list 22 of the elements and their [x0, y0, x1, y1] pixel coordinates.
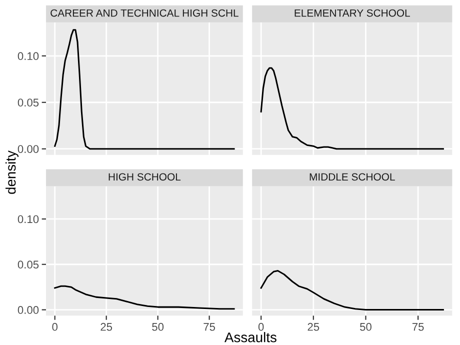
x-tick-label: 50 [152, 322, 164, 331]
y-tick-label: 0.05 [18, 98, 39, 107]
chart-title: ELEMENTARY SCHOOL [294, 9, 410, 17]
x-tick-label: 50 [360, 322, 372, 331]
line-series [54, 29, 235, 150]
x-tick-label: 75 [204, 323, 216, 331]
chart-title: HIGH SCHOOL [108, 173, 181, 181]
y-tick-label: 0.10 [18, 52, 39, 60]
y-axis-title: density [6, 150, 18, 194]
chart-title: CAREER AND TECHNICAL HIGH SCHL [50, 9, 238, 17]
line-series [54, 285, 235, 310]
x-tick-label: 75 [412, 323, 424, 331]
y-tick-label: 0.05 [18, 260, 39, 269]
x-tick-label: 0 [258, 322, 264, 331]
x-axis-title: Assaults [224, 332, 276, 342]
x-tick-label: 25 [308, 322, 320, 331]
chart-title: MIDDLE SCHOOL [310, 173, 395, 181]
x-tick-label: 25 [100, 322, 112, 331]
y-tick-label: 0.00 [18, 306, 39, 314]
y-tick-label: 0.00 [18, 145, 39, 153]
x-tick-label: 0 [52, 322, 58, 331]
y-tick-label: 0.10 [18, 215, 39, 224]
